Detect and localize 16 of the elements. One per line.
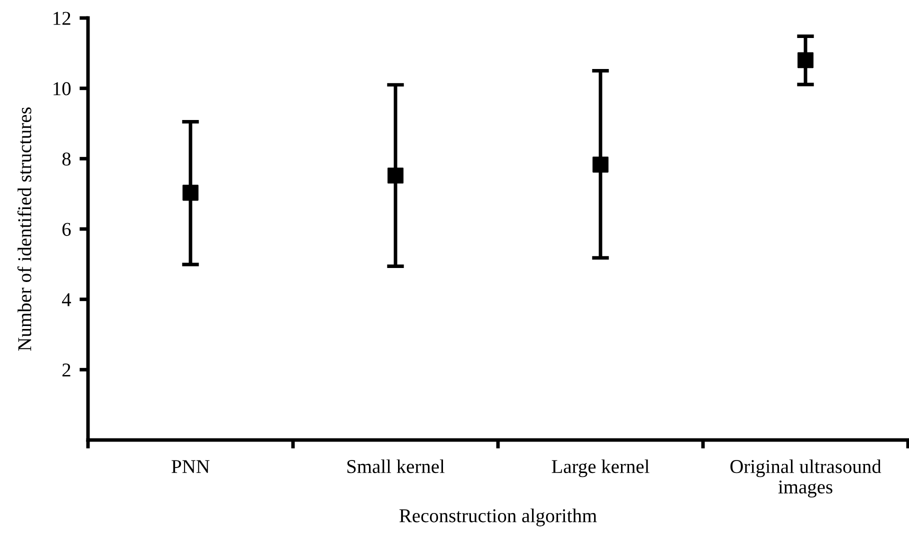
x-tick-label: Original ultrasound images — [730, 459, 882, 498]
y-tick-label: 2 — [62, 364, 70, 376]
y-tick-label: 12 — [54, 12, 70, 25]
y-tick-label: 6 — [62, 222, 71, 236]
x-axis-title: Reconstruction algorithm — [399, 508, 597, 526]
point — [798, 52, 814, 68]
x-tick-label: Large kernel — [552, 459, 650, 478]
y-tick-label: 8 — [62, 152, 71, 166]
y-tick-label: 10 — [54, 82, 71, 96]
y-tick-label: 4 — [62, 293, 72, 306]
point — [182, 184, 198, 201]
x-tick-label: Small kernel — [347, 459, 445, 474]
point — [592, 156, 608, 173]
y-axis-title: Number of identified structures — [17, 107, 32, 351]
x-tick-label: PNN — [172, 460, 210, 473]
point — [388, 168, 404, 184]
